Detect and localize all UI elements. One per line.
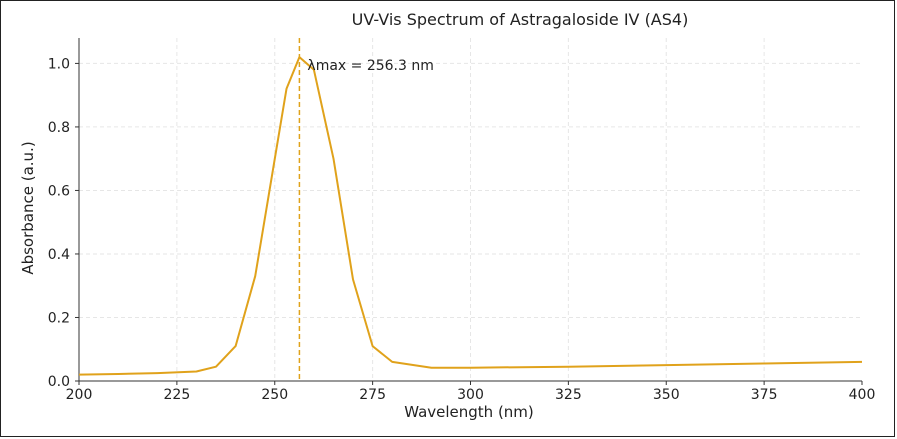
y-ticks: 0.0 0.2 0.4 0.6 0.8 1.0 xyxy=(48,56,70,390)
x-tick-label: 200 xyxy=(66,387,93,403)
axes-layer xyxy=(75,38,863,385)
x-axis-label: Wavelength (nm) xyxy=(404,403,534,421)
x-tick-label: 250 xyxy=(261,387,288,403)
x-tick-label: 325 xyxy=(555,387,582,403)
grid-layer xyxy=(79,38,862,381)
y-tick-label: 0.2 xyxy=(48,310,70,326)
y-tick-label: 0.4 xyxy=(48,247,70,263)
spectrum-line xyxy=(78,56,863,376)
chart-title: UV-Vis Spectrum of Astragaloside IV (AS4… xyxy=(352,10,689,29)
x-tick-label: 350 xyxy=(653,387,680,403)
x-tick-label: 225 xyxy=(164,387,191,403)
x-tick-label: 375 xyxy=(751,387,778,403)
y-tick-label: 0.6 xyxy=(48,183,70,199)
x-ticks: 200 225 250 275 300 325 350 375 400 xyxy=(66,387,876,403)
x-tick-label: 300 xyxy=(457,387,484,403)
lambda-max-label: λmax = 256.3 nm xyxy=(307,58,433,74)
y-tick-label: 1.0 xyxy=(48,56,70,72)
x-tick-label: 400 xyxy=(849,387,876,403)
y-tick-label: 0.8 xyxy=(48,120,70,136)
annotation-layer: λmax = 256.3 nm xyxy=(298,38,434,381)
y-axis-label: Absorbance (a.u.) xyxy=(19,141,37,274)
series-layer xyxy=(78,56,863,376)
y-tick-label: 0.0 xyxy=(48,374,70,390)
x-tick-label: 275 xyxy=(359,387,386,403)
